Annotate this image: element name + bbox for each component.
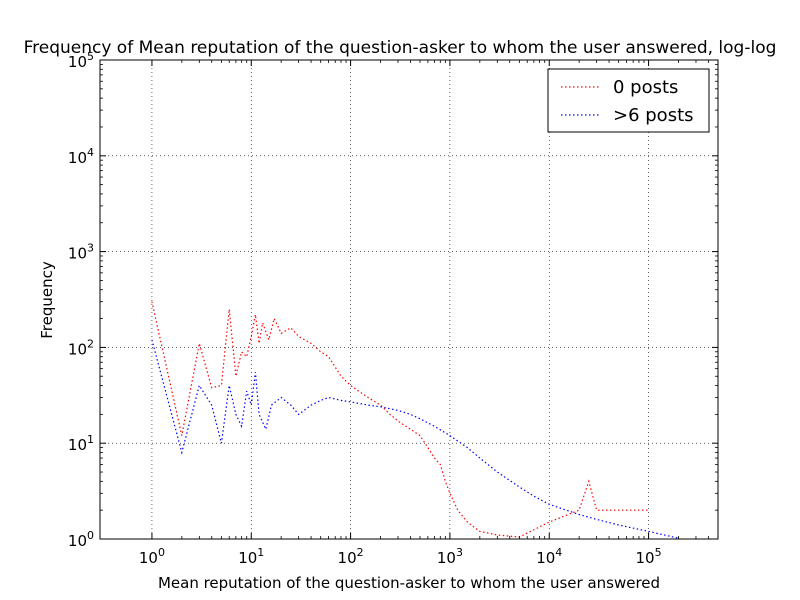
x-tick-label-base: 10 — [437, 549, 456, 567]
y-tick-label-exp: 0 — [87, 529, 94, 542]
x-tick-label: 101 — [238, 546, 264, 567]
y-tick-label: 105 — [68, 50, 94, 71]
x-tick-label-exp: 1 — [257, 546, 264, 559]
x-tick-label: 102 — [338, 546, 364, 567]
x-tick-label-base: 10 — [238, 549, 257, 567]
y-tick-label: 101 — [68, 433, 94, 454]
x-tick-label-exp: 5 — [655, 546, 662, 559]
series-line-0 — [151, 301, 649, 538]
ticks — [100, 59, 719, 540]
y-tick-label-base: 10 — [68, 436, 87, 454]
y-tick-label-base: 10 — [68, 340, 87, 358]
y-tick-label-base: 10 — [68, 149, 87, 167]
legend-label-6-posts: >6 posts — [613, 105, 694, 126]
plot-frame — [99, 59, 719, 540]
x-tick-label: 103 — [437, 546, 463, 567]
x-tick-label: 105 — [636, 546, 662, 567]
legend: 0 posts >6 posts — [547, 68, 710, 133]
y-axis-label: Frequency — [38, 261, 56, 339]
y-tick-label: 102 — [68, 337, 94, 358]
x-tick-label-base: 10 — [139, 549, 158, 567]
x-tick-label: 100 — [139, 546, 165, 567]
y-tick-label-base: 10 — [68, 532, 87, 550]
y-tick-label-exp: 1 — [87, 433, 94, 446]
x-axis-label: Mean reputation of the question-asker to… — [158, 574, 660, 592]
y-tick-label-exp: 2 — [87, 337, 94, 350]
y-tick-label-base: 10 — [68, 53, 87, 71]
x-tick-label-base: 10 — [536, 549, 555, 567]
y-tick-label-exp: 5 — [87, 50, 94, 63]
x-tick-label-exp: 0 — [158, 546, 165, 559]
x-tick-label-exp: 3 — [456, 546, 463, 559]
x-tick-label-exp: 4 — [555, 546, 562, 559]
y-tick-label: 103 — [68, 242, 94, 263]
chart-title: Frequency of Mean reputation of the ques… — [24, 38, 777, 58]
y-tick-label-exp: 4 — [87, 146, 94, 159]
legend-label-0-posts: 0 posts — [613, 77, 678, 98]
y-tick-label: 104 — [68, 146, 94, 167]
y-tick-label: 100 — [68, 529, 94, 550]
x-tick-label-base: 10 — [636, 549, 655, 567]
x-tick-label-base: 10 — [338, 549, 357, 567]
legend-box — [547, 68, 710, 133]
x-tick-label-exp: 2 — [357, 546, 364, 559]
x-tick-label: 104 — [536, 546, 562, 567]
series-layer — [151, 301, 679, 539]
y-tick-label-exp: 3 — [87, 242, 94, 255]
y-tick-label-base: 10 — [68, 245, 87, 263]
